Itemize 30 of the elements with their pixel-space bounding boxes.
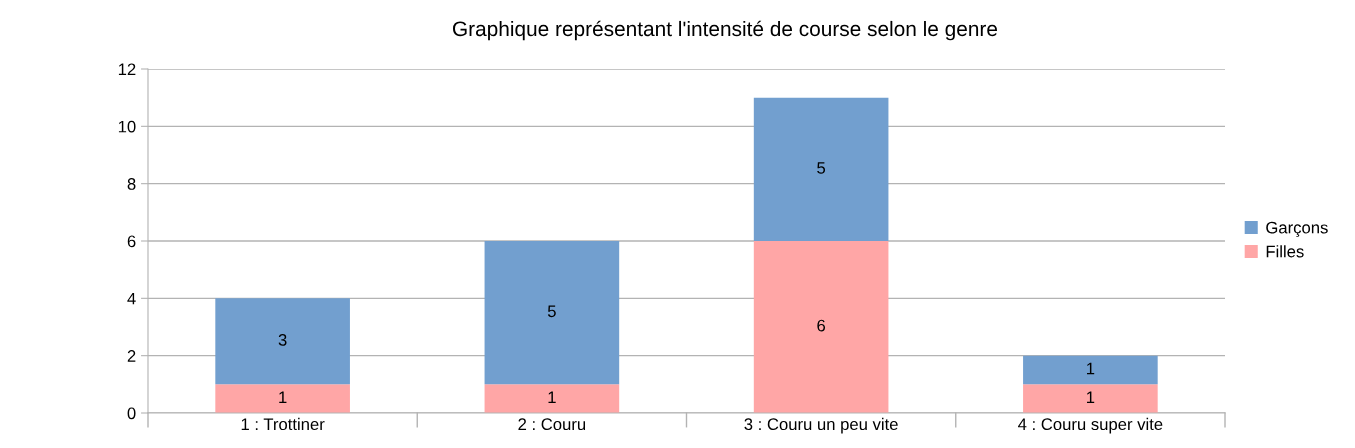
bar (753, 97, 889, 241)
y-tick-label: 2 (127, 350, 136, 362)
x-tick-label: 4 : Couru super vite (1018, 417, 1163, 434)
data-label: 1 (1087, 362, 1095, 375)
bar (484, 384, 620, 413)
y-tick-label: 12 (118, 63, 136, 76)
bar (1023, 384, 1158, 413)
x-tick-label: 1 : Trottiner (241, 417, 325, 431)
data-label: 6 (817, 319, 826, 332)
bar (1023, 355, 1158, 385)
data-label: 3 (278, 334, 287, 346)
y-tick-label: 6 (127, 235, 136, 248)
y-tick-label: 0 (127, 407, 136, 420)
data-label: 5 (817, 162, 826, 174)
data-label: 5 (547, 305, 556, 318)
data-label: 1 (279, 391, 287, 403)
x-tick-label: 2 : Couru (518, 418, 586, 431)
y-tick-label: 10 (118, 120, 136, 133)
data-label: 1 (548, 391, 556, 403)
data-label: 1 (1087, 391, 1095, 403)
bar (215, 384, 350, 413)
x-tick-label: 3 : Couru un peu vite (744, 417, 898, 434)
y-tick-label: 4 (127, 292, 136, 305)
bar (753, 241, 889, 413)
chart-title: Graphique représentant l'intensité de course selon le genre (453, 20, 998, 41)
bar (215, 298, 350, 385)
legend-label: Garçons (1266, 221, 1328, 237)
legend-label: Filles (1266, 245, 1304, 258)
y-tick-label: 8 (127, 178, 136, 190)
bar (484, 241, 620, 385)
